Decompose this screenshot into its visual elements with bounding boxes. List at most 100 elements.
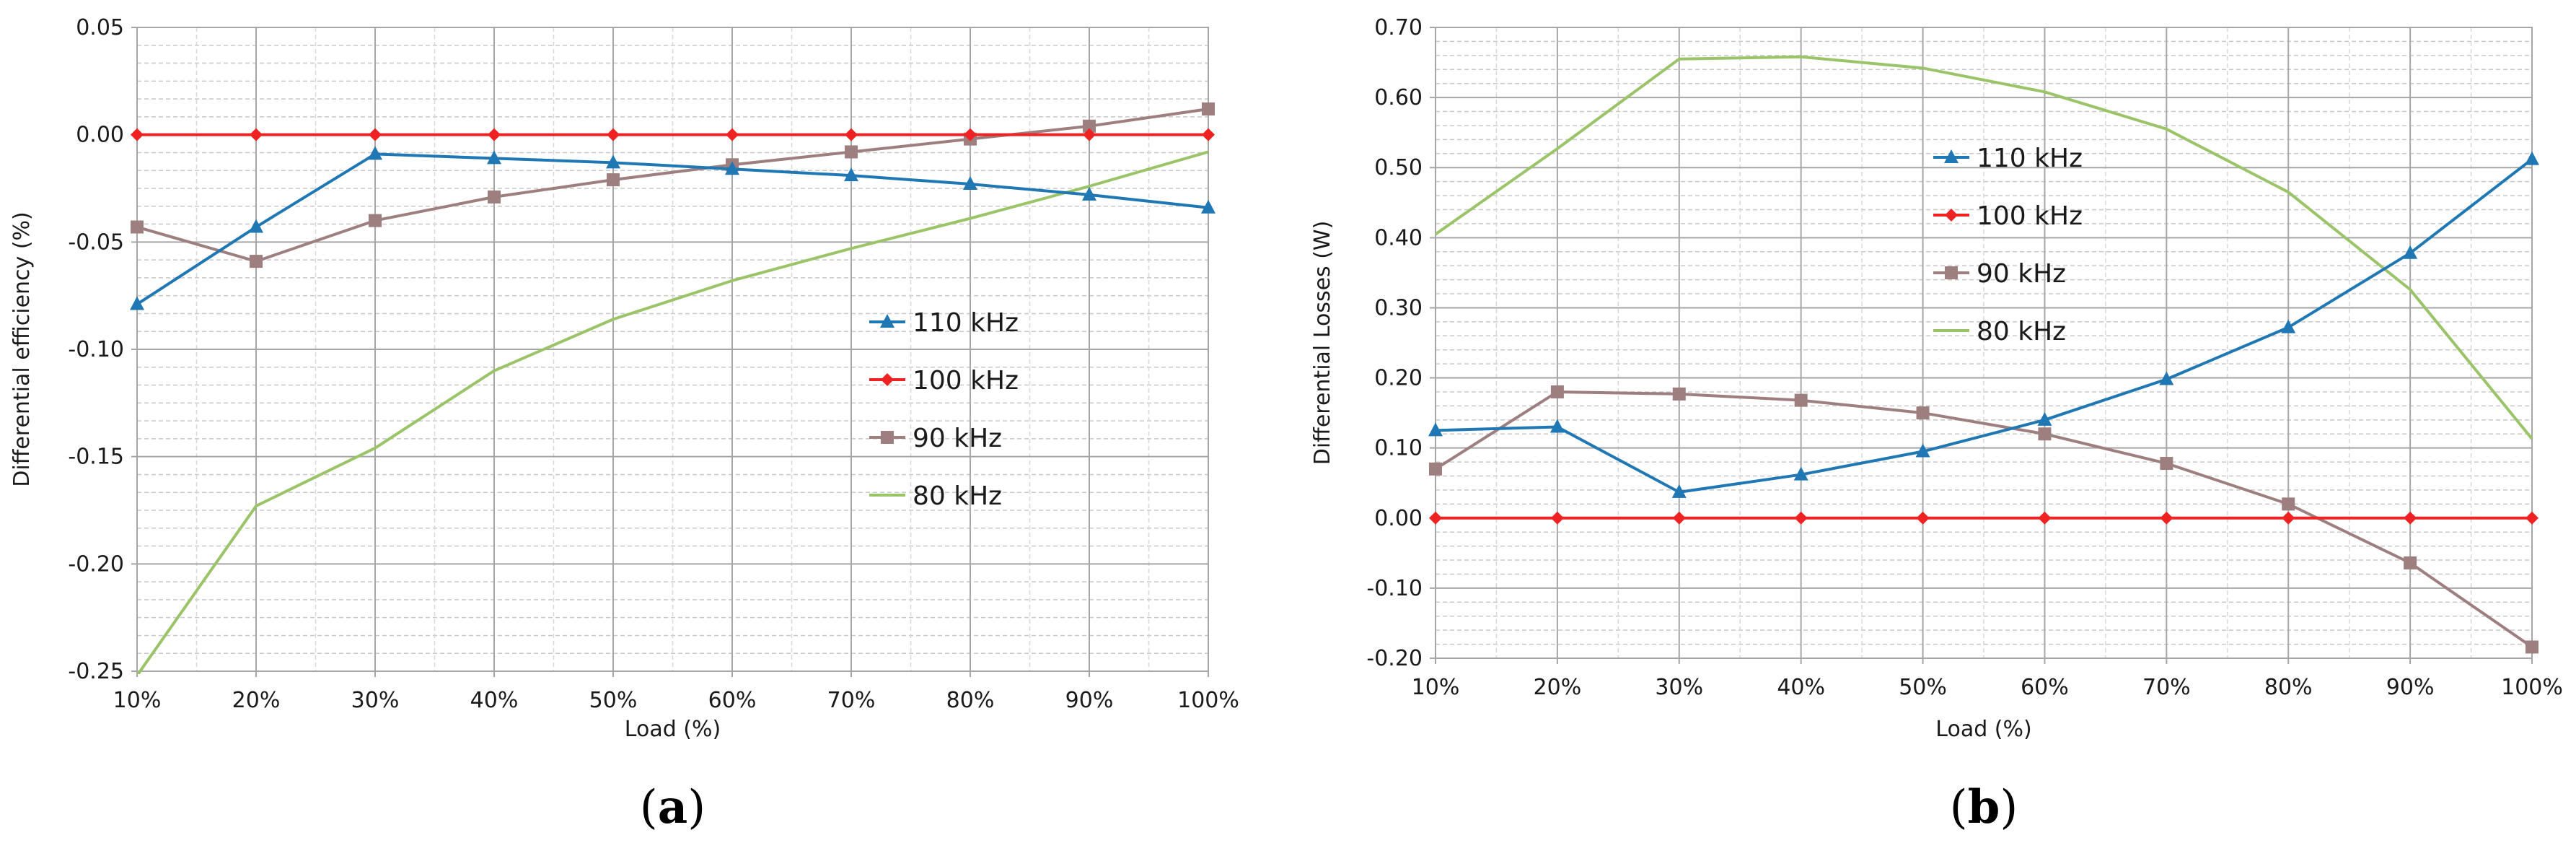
chart-b-legend-label: 110 kHz (1977, 144, 2083, 173)
chart-a-series-90-khz-point (1083, 119, 1096, 133)
chart-b-series-100-khz-point (2038, 511, 2052, 525)
chart-a-xtick-label: 50% (589, 688, 638, 713)
chart-b-xtick-label: 50% (1899, 675, 1947, 700)
chart-a-series-110-khz-line (136, 152, 1209, 306)
chart-b-series-90-khz-point (2160, 457, 2173, 471)
chart-b-series-110-khz-point (2403, 245, 2418, 259)
chart-a-xtick-label: 60% (708, 688, 757, 713)
chart-a-ytick-label: -0.05 (68, 230, 124, 255)
chart-a-series-100-khz-point (369, 128, 382, 141)
chart-b-ytick-label: -0.10 (1366, 576, 1423, 601)
chart-a-series-90-khz-point (131, 220, 144, 234)
chart-b-legend-marker (1945, 209, 1958, 222)
chart-a-xtick-label: 20% (232, 688, 281, 713)
chart-b-series-110-khz (1428, 151, 2539, 498)
chart-a-xtick-label: 30% (351, 688, 400, 713)
chart-b-y-axis-title: Differential Losses (W) (1310, 221, 1335, 466)
chart-b-ytick-label: 0.10 (1374, 436, 1423, 461)
chart-b-legend-marker (1944, 149, 1959, 163)
chart-b-ytick-label: 0.30 (1374, 295, 1423, 320)
chart-b-series-90-khz-point (1672, 387, 1686, 401)
chart-a-series-110-khz-point (1082, 186, 1096, 201)
chart-a-series-100-khz-point (964, 128, 977, 141)
chart-a-series-110-khz-point (130, 296, 144, 310)
chart-a-series-110-khz (130, 146, 1216, 310)
chart-b-xtick-label: 80% (2264, 675, 2313, 700)
chart-b-series-100-khz-point (2404, 511, 2417, 525)
chart-b-ytick-label: 0.60 (1374, 85, 1423, 110)
chart-b-series-90-khz-line (1434, 390, 2533, 649)
chart-a-legend: 110 kHz 100 kHz 90 kHz 80 kHz (869, 308, 1019, 511)
chart-b-legend-marker (1945, 266, 1958, 279)
chart-b-series-110-khz-point (1915, 443, 1930, 458)
chart-a-ytick-label: -0.20 (68, 551, 124, 577)
chart-a-series-100-khz-point (845, 128, 858, 141)
chart-b-series-100-khz-point (1429, 511, 1442, 525)
chart-b-xtick-label: 60% (2021, 675, 2069, 700)
chart-b-xtick-label: 10% (1412, 675, 1460, 700)
chart-b-series-100-khz-point (2282, 511, 2295, 525)
chart-a-legend-marker (881, 431, 894, 444)
chart-a-series-100-khz-point (607, 128, 620, 141)
chart-a-ytick-label: 0.00 (76, 123, 124, 148)
chart-b-ytick-label: 0.00 (1374, 506, 1423, 531)
chart-a-legend-marker (881, 373, 894, 386)
chart-b-xtick-label: 90% (2386, 675, 2435, 700)
chart-a-series-100-khz-point (1202, 128, 1215, 141)
chart-a-series-90-khz-point (250, 255, 263, 268)
chart-a-series-110-khz-point (844, 167, 858, 182)
chart-a-legend-label: 90 kHz (913, 424, 1002, 453)
chart-a-series-100-khz-point (488, 128, 501, 141)
chart-a-legend-label: 80 kHz (913, 481, 1002, 511)
chart-a-series-110-khz-point (487, 150, 501, 165)
chart-b-series-90-khz (1429, 385, 2538, 654)
chart-a-legend-label: 100 kHz (913, 366, 1019, 396)
chart-a-ytick-label: -0.10 (68, 337, 124, 362)
chart-b-x-axis-title: Load (%) (1935, 717, 2031, 742)
chart-b-series-90-khz-point (2038, 427, 2052, 441)
chart-a-series-90-khz-point (1202, 102, 1215, 115)
chart-a-plot-border (136, 27, 1209, 672)
chart-b-series-110-khz-point (2525, 151, 2539, 165)
chart-b-xtick-label: 70% (2142, 675, 2191, 700)
chart-b-series-110-khz-point (2281, 319, 2296, 333)
chart-b-series-80-khz-line (1434, 55, 2533, 440)
chart-a-xtick-label: 70% (827, 688, 876, 713)
chart-b-series-100-khz-point (2526, 511, 2538, 525)
chart-b-plot-border (1435, 27, 2533, 659)
chart-b-legend-label: 90 kHz (1977, 259, 2066, 289)
chart-a-ytick-label: -0.15 (68, 445, 124, 470)
chart-a-series-90-khz-line (136, 108, 1209, 263)
chart-b-series-110-khz-point (1671, 484, 1687, 498)
chart-b-series-90-khz-point (1794, 393, 1808, 407)
chart-a-series-110-khz-point (725, 161, 739, 175)
chart-b-xtick-label: 100% (2501, 675, 2563, 700)
chart-b-series-100-khz-point (1794, 511, 1808, 525)
chart-a-y-axis-title: Differential efficiency (%) (9, 211, 35, 487)
chart-b-ytick-label: 0.70 (1374, 15, 1423, 40)
chart-a-series-110-khz-point (249, 219, 263, 233)
chart-a-xtick-label: 100% (1177, 688, 1239, 713)
chart-b-series-90-khz-point (2526, 640, 2538, 654)
chart-b-legend-label: 100 kHz (1977, 201, 2083, 231)
chart-a-series-100-khz-point (131, 128, 144, 141)
chart-b-ytick-label: -0.20 (1366, 646, 1423, 671)
chart-a-xtick-label: 40% (470, 688, 519, 713)
chart-a-series-100-khz-point (250, 128, 263, 141)
chart-b-series-100-khz-point (1916, 511, 1930, 525)
chart-b-series-90-khz-point (2282, 497, 2295, 511)
chart-b-panel-label: (b) (1950, 780, 2018, 834)
chart-b-series-100-khz-point (1550, 511, 1564, 525)
chart-a-series-90-khz-point (845, 145, 858, 159)
chart-b: 0.70 0.60 0.50 0.40 0.30 0.20 0.10 0.00 -0.10 -0.… (1288, 0, 2576, 843)
chart-a-x-axis-title: Load (%) (625, 717, 721, 742)
chart-a-xtick-label: 10% (113, 688, 162, 713)
chart-a-ytick-label: -0.25 (68, 659, 124, 684)
chart-b-svg: 0.70 0.60 0.50 0.40 0.30 0.20 0.10 0.00 -0.10 -0.… (1310, 15, 2563, 834)
chart-b-ytick-label: 0.40 (1374, 225, 1423, 250)
chart-a-series-110-khz-point (368, 146, 382, 160)
chart-a-series-90-khz-point (607, 173, 620, 187)
chart-a-series-80-khz-line (136, 150, 1209, 674)
chart-b-series-80-khz (1434, 55, 2533, 440)
chart-a: 0.05 0.00 -0.05 -0.10 -0.15 -0.20 -0.25 10% 20% 3… (9, 15, 1239, 834)
